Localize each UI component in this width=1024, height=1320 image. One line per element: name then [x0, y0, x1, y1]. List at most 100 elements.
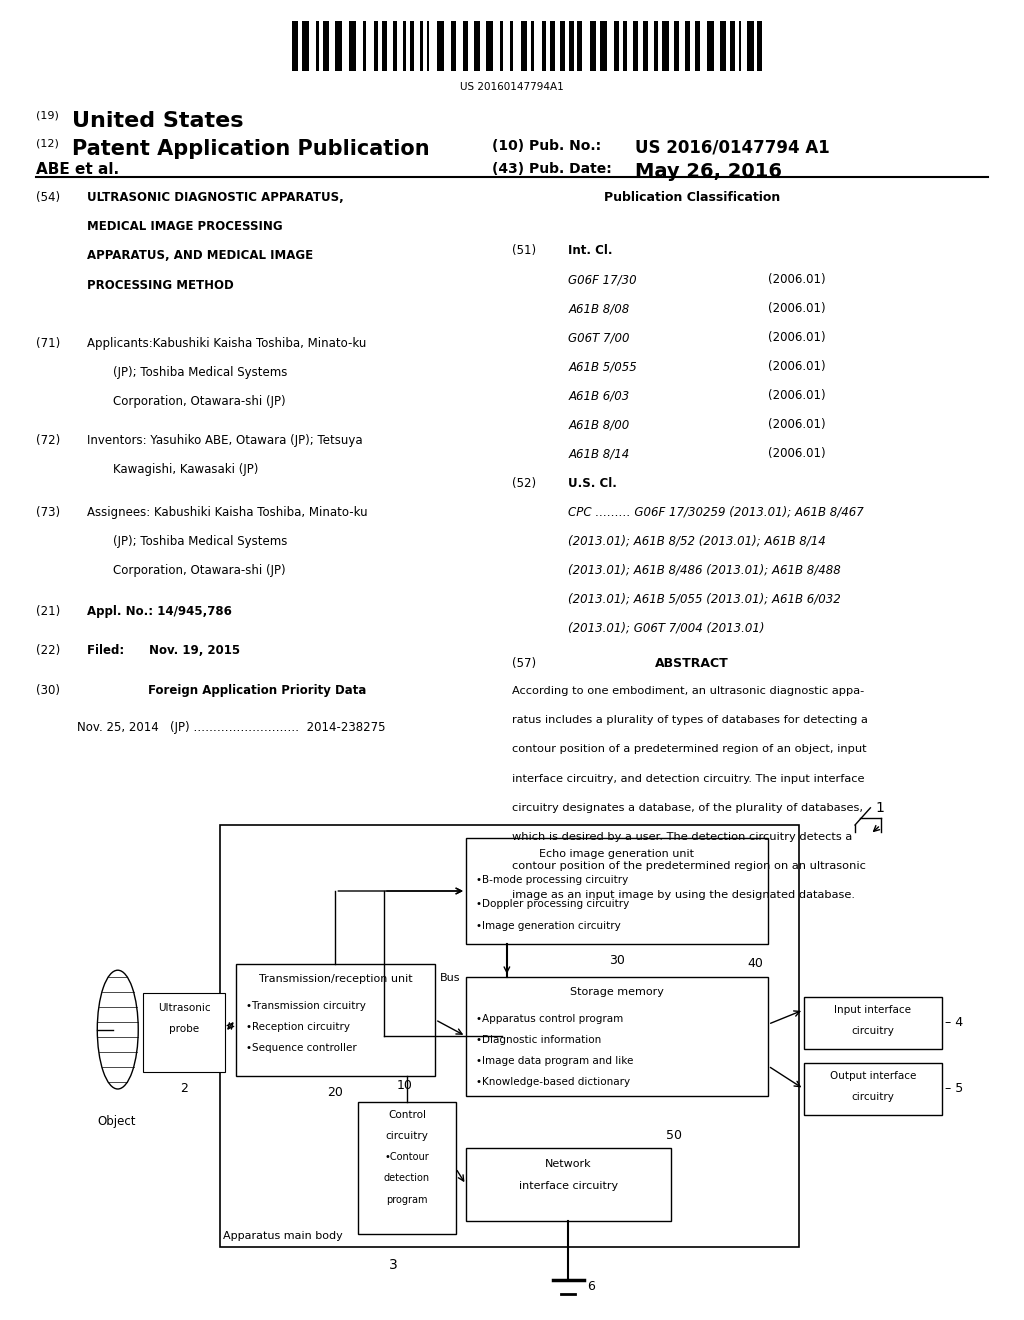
Bar — [364, 21, 367, 71]
Text: G06T 7/00: G06T 7/00 — [568, 331, 630, 345]
Text: A61B 8/00: A61B 8/00 — [568, 418, 630, 432]
Bar — [560, 21, 565, 71]
Text: interface circuitry: interface circuitry — [519, 1181, 617, 1192]
Bar — [578, 21, 582, 71]
Text: (JP); Toshiba Medical Systems: (JP); Toshiba Medical Systems — [113, 535, 287, 548]
Bar — [486, 21, 493, 71]
Bar — [302, 21, 309, 71]
Bar — [335, 21, 342, 71]
Text: •Knowledge-based dictionary: •Knowledge-based dictionary — [476, 1077, 631, 1088]
Bar — [349, 21, 355, 71]
Text: Applicants:Kabushiki Kaisha Toshiba, Minato-ku: Applicants:Kabushiki Kaisha Toshiba, Min… — [87, 337, 367, 350]
Bar — [804, 1063, 942, 1115]
Bar — [220, 825, 799, 1247]
Text: Kawagishi, Kawasaki (JP): Kawagishi, Kawasaki (JP) — [113, 463, 258, 477]
Bar — [323, 21, 330, 71]
Text: (51): (51) — [512, 244, 537, 257]
Bar — [643, 21, 648, 71]
Text: Int. Cl.: Int. Cl. — [568, 244, 612, 257]
Text: circuitry: circuitry — [852, 1092, 894, 1102]
Text: – 5: – 5 — [945, 1082, 964, 1096]
Text: (2006.01): (2006.01) — [768, 302, 825, 315]
Text: A61B 8/08: A61B 8/08 — [568, 302, 630, 315]
Bar — [720, 21, 726, 71]
Bar — [695, 21, 700, 71]
Bar — [358, 1102, 456, 1234]
Text: (21): (21) — [36, 605, 60, 618]
Bar — [143, 993, 225, 1072]
Text: •Image generation circuitry: •Image generation circuitry — [476, 921, 621, 932]
Text: Apparatus main body: Apparatus main body — [223, 1230, 343, 1241]
Bar — [542, 21, 546, 71]
Text: Transmission/reception unit: Transmission/reception unit — [258, 974, 413, 985]
Bar — [730, 21, 735, 71]
Bar — [738, 21, 741, 71]
Text: (10) Pub. No.:: (10) Pub. No.: — [492, 139, 601, 153]
Bar — [569, 21, 573, 71]
Bar — [236, 964, 435, 1076]
Text: (52): (52) — [512, 477, 537, 490]
Text: A61B 6/03: A61B 6/03 — [568, 389, 630, 403]
Text: program: program — [386, 1195, 428, 1205]
Text: •Doppler processing circuitry: •Doppler processing circuitry — [476, 899, 630, 909]
Text: Ultrasonic: Ultrasonic — [158, 1003, 211, 1014]
Text: Publication Classification: Publication Classification — [604, 191, 780, 205]
Bar — [410, 21, 415, 71]
Text: interface circuitry, and detection circuitry. The input interface: interface circuitry, and detection circu… — [512, 774, 864, 784]
Text: Filed:      Nov. 19, 2015: Filed: Nov. 19, 2015 — [87, 644, 241, 657]
Text: Bus: Bus — [440, 973, 461, 983]
Text: Network: Network — [545, 1159, 592, 1170]
Bar — [675, 21, 679, 71]
Text: circuitry: circuitry — [386, 1131, 428, 1142]
Text: (2013.01); A61B 5/055 (2013.01); A61B 6/032: (2013.01); A61B 5/055 (2013.01); A61B 6/… — [568, 593, 841, 606]
Text: (43) Pub. Date:: (43) Pub. Date: — [492, 162, 611, 177]
Bar — [392, 21, 397, 71]
Text: contour position of a predetermined region of an object, input: contour position of a predetermined regi… — [512, 744, 866, 755]
Bar — [500, 21, 503, 71]
Bar — [600, 21, 606, 71]
Text: which is desired by a user. The detection circuitry detects a: which is desired by a user. The detectio… — [512, 832, 852, 842]
Text: (2006.01): (2006.01) — [768, 389, 825, 403]
Bar — [531, 21, 534, 71]
Text: Echo image generation unit: Echo image generation unit — [540, 849, 694, 859]
Bar — [316, 21, 319, 71]
Bar — [452, 21, 456, 71]
Text: APPARATUS, AND MEDICAL IMAGE: APPARATUS, AND MEDICAL IMAGE — [87, 249, 313, 263]
Text: (71): (71) — [36, 337, 60, 350]
Text: 30: 30 — [609, 954, 625, 968]
Text: MEDICAL IMAGE PROCESSING: MEDICAL IMAGE PROCESSING — [87, 220, 283, 234]
Text: (30): (30) — [36, 684, 59, 697]
Text: •Reception circuitry: •Reception circuitry — [246, 1022, 350, 1032]
Bar — [653, 21, 658, 71]
Text: (2013.01); A61B 8/52 (2013.01); A61B 8/14: (2013.01); A61B 8/52 (2013.01); A61B 8/1… — [568, 535, 826, 548]
Text: US 2016/0147794 A1: US 2016/0147794 A1 — [635, 139, 829, 157]
Bar — [685, 21, 689, 71]
Text: •Contour: •Contour — [385, 1152, 429, 1163]
Text: US 20160147794A1: US 20160147794A1 — [460, 82, 564, 92]
Text: ABE et al.: ABE et al. — [36, 162, 119, 177]
Text: (2006.01): (2006.01) — [768, 331, 825, 345]
Bar — [292, 21, 298, 71]
Text: circuitry designates a database, of the plurality of databases,: circuitry designates a database, of the … — [512, 803, 863, 813]
Bar — [758, 21, 762, 71]
Text: Inventors: Yasuhiko ABE, Otawara (JP); Tetsuya: Inventors: Yasuhiko ABE, Otawara (JP); T… — [87, 434, 362, 447]
Bar — [633, 21, 638, 71]
Bar — [623, 21, 628, 71]
Text: (73): (73) — [36, 506, 60, 519]
Bar — [550, 21, 555, 71]
Text: 20: 20 — [328, 1086, 343, 1100]
Text: circuitry: circuitry — [852, 1026, 894, 1036]
Text: •Apparatus control program: •Apparatus control program — [476, 1014, 624, 1024]
Text: (2006.01): (2006.01) — [768, 360, 825, 374]
Bar — [474, 21, 480, 71]
Text: Input interface: Input interface — [835, 1005, 911, 1015]
Text: Appl. No.: 14/945,786: Appl. No.: 14/945,786 — [87, 605, 231, 618]
Text: (2013.01); G06T 7/004 (2013.01): (2013.01); G06T 7/004 (2013.01) — [568, 622, 765, 635]
Text: •Transmission circuitry: •Transmission circuitry — [246, 1001, 366, 1011]
Bar — [466, 838, 768, 944]
Bar — [590, 21, 596, 71]
Text: (72): (72) — [36, 434, 60, 447]
Text: •B-mode processing circuitry: •B-mode processing circuitry — [476, 875, 629, 886]
Text: Assignees: Kabushiki Kaisha Toshiba, Minato-ku: Assignees: Kabushiki Kaisha Toshiba, Min… — [87, 506, 368, 519]
Ellipse shape — [97, 970, 138, 1089]
